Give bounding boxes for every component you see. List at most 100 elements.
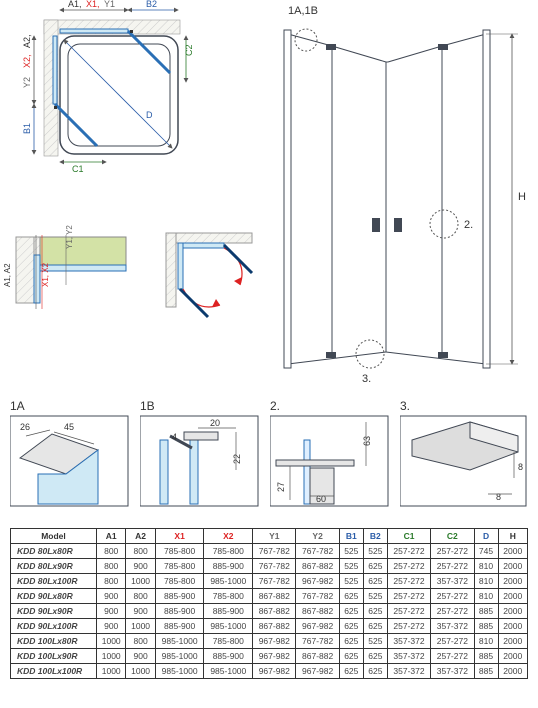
value-cell: 257-272 <box>387 589 430 604</box>
lbl-B1: B1 <box>22 123 32 134</box>
lbl-X2: X2, <box>22 54 32 68</box>
value-cell: 985-1000 <box>155 634 204 649</box>
value-cell: 257-272 <box>387 544 430 559</box>
d3-8h: 8 <box>496 492 501 502</box>
value-cell: 885-900 <box>155 619 204 634</box>
value-cell: 985-1000 <box>204 574 253 589</box>
model-cell: KDD 80Lx100R <box>11 574 97 589</box>
value-cell: 1000 <box>97 664 126 679</box>
value-cell: 625 <box>339 604 363 619</box>
detail-2: 2. 63 27 60 <box>270 400 390 510</box>
perspective-view: 1A,1B 2. 3. H <box>260 0 535 390</box>
model-cell: KDD 80Lx90R <box>11 559 97 574</box>
value-cell: 800 <box>97 559 126 574</box>
d1A-26: 26 <box>20 422 30 432</box>
value-cell: 785-800 <box>204 589 253 604</box>
lbl-A2: A2, <box>22 34 32 48</box>
lbl-det2: 2. <box>464 219 473 231</box>
lbl-D: D <box>146 110 153 120</box>
value-cell: 900 <box>126 649 155 664</box>
value-cell: 867-882 <box>253 619 296 634</box>
value-cell: 800 <box>97 544 126 559</box>
lbl-Y2: Y2 <box>22 77 32 88</box>
value-cell: 2000 <box>498 649 527 664</box>
d1B-22: 22 <box>232 454 242 464</box>
value-cell: 810 <box>474 559 498 574</box>
value-cell: 867-882 <box>253 604 296 619</box>
value-cell: 885-900 <box>155 604 204 619</box>
value-cell: 767-782 <box>253 544 296 559</box>
value-cell: 767-782 <box>296 589 339 604</box>
lbl-H: H <box>518 191 526 203</box>
th-h: H <box>498 529 527 544</box>
value-cell: 1000 <box>97 634 126 649</box>
value-cell: 1000 <box>126 619 155 634</box>
d1A-title: 1A <box>10 400 25 413</box>
value-cell: 885-900 <box>155 589 204 604</box>
value-cell: 985-1000 <box>204 664 253 679</box>
value-cell: 745 <box>474 544 498 559</box>
value-cell: 625 <box>339 619 363 634</box>
value-cell: 625 <box>363 649 387 664</box>
table-row: KDD 90Lx80R900800885-900785-800867-88276… <box>11 589 528 604</box>
lbl-A1: A1, <box>68 0 82 9</box>
svg-text:A1, A2: A1, A2 <box>3 263 12 287</box>
value-cell: 867-882 <box>296 649 339 664</box>
table-row: KDD 80Lx100R8001000785-800985-1000767-78… <box>11 574 528 589</box>
detail-1A: 1A 26 45 <box>10 400 130 510</box>
value-cell: 357-372 <box>431 574 474 589</box>
d1B-title: 1B <box>140 400 155 413</box>
th-c2: C2 <box>431 529 474 544</box>
lbl-X1: X1, <box>86 0 100 9</box>
th-b1: B1 <box>339 529 363 544</box>
value-cell: 2000 <box>498 619 527 634</box>
value-cell: 967-982 <box>253 664 296 679</box>
table-row: KDD 100Lx90R1000900985-1000885-900967-98… <box>11 649 528 664</box>
value-cell: 867-882 <box>253 589 296 604</box>
value-cell: 257-272 <box>387 574 430 589</box>
value-cell: 525 <box>339 574 363 589</box>
value-cell: 900 <box>97 589 126 604</box>
value-cell: 885 <box>474 604 498 619</box>
model-cell: KDD 100Lx80R <box>11 634 97 649</box>
value-cell: 885 <box>474 619 498 634</box>
value-cell: 357-372 <box>387 664 430 679</box>
detail-3: 3. 8 8 <box>400 400 528 510</box>
value-cell: 885-900 <box>204 604 253 619</box>
value-cell: 785-800 <box>155 559 204 574</box>
svg-text:Y1, Y2: Y1, Y2 <box>65 225 74 249</box>
value-cell: 257-272 <box>431 589 474 604</box>
th-b2: B2 <box>363 529 387 544</box>
value-cell: 985-1000 <box>155 649 204 664</box>
value-cell: 257-272 <box>431 604 474 619</box>
th-model: Model <box>11 529 97 544</box>
value-cell: 967-982 <box>253 634 296 649</box>
value-cell: 625 <box>339 634 363 649</box>
model-cell: KDD 80Lx80R <box>11 544 97 559</box>
lbl-1A1B: 1A,1B <box>288 5 318 17</box>
value-cell: 2000 <box>498 574 527 589</box>
value-cell: 885-900 <box>204 559 253 574</box>
value-cell: 357-372 <box>387 634 430 649</box>
d2-27: 27 <box>276 482 286 492</box>
value-cell: 967-982 <box>296 619 339 634</box>
plan-view: A1, X1, Y1 B2 A2, X2, Y2 B1 D C1 C2 <box>10 0 220 210</box>
value-cell: 257-272 <box>387 604 430 619</box>
value-cell: 867-882 <box>296 604 339 619</box>
value-cell: 625 <box>363 604 387 619</box>
value-cell: 625 <box>339 589 363 604</box>
value-cell: 810 <box>474 574 498 589</box>
lbl-det3: 3. <box>362 373 371 385</box>
value-cell: 257-272 <box>387 619 430 634</box>
value-cell: 625 <box>339 649 363 664</box>
th-x2: X2 <box>204 529 253 544</box>
th-x1: X1 <box>155 529 204 544</box>
value-cell: 257-272 <box>431 544 474 559</box>
value-cell: 625 <box>363 619 387 634</box>
lbl-C1: C1 <box>72 164 84 174</box>
value-cell: 785-800 <box>204 634 253 649</box>
value-cell: 257-272 <box>431 649 474 664</box>
d2-title: 2. <box>270 400 280 413</box>
th-a2: A2 <box>126 529 155 544</box>
value-cell: 525 <box>339 559 363 574</box>
